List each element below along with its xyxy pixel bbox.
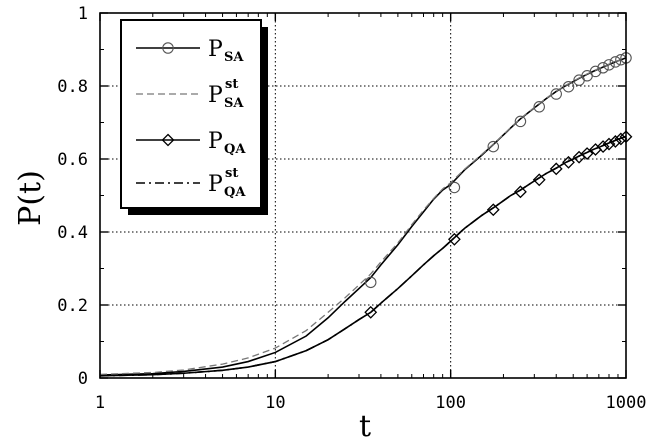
data-point-qa [562,155,575,169]
data-point-qa [602,137,616,151]
legend-label: P [208,37,223,62]
y-tick-label: 0 [78,369,88,389]
y-tick-label: 1 [78,4,88,24]
y-tick-label: 0.6 [57,150,88,170]
legend-label-sup: st [225,77,238,92]
y-tick-label: 0.8 [57,77,88,97]
legend-label-sub: QA [224,142,246,157]
data-point-qa [608,135,622,148]
grid-lines [100,13,626,378]
series-line-qa-st [99,135,627,377]
data-point-sa [514,115,527,128]
data-point-sa [603,59,615,71]
data-point-qa [549,162,563,176]
data-point-qa [514,185,527,199]
data-point-qa [447,232,461,246]
legend-label-sub: SA [224,50,244,65]
x-tick-label: 1 [95,393,105,413]
data-point-qa [580,147,594,160]
legend-label: P [208,172,223,197]
data-point-sa [550,88,562,100]
y-tick-label: 0.4 [57,223,88,243]
x-tick-label: 10 [265,393,285,413]
x-tick-label: 100 [435,393,466,413]
x-tick-label: 1000 [606,393,647,413]
axis-ticks: 1 10 100 1000 0 0.2 0.4 0.6 0.8 1 [57,4,646,413]
legend-marker [162,42,174,54]
data-point-sa [364,276,377,289]
legend-label: P [208,129,223,154]
legend-label-sup: st [225,166,238,181]
data-point-sa [487,140,500,153]
data-point-sa [609,56,622,68]
y-tick-label: 0.2 [57,296,88,316]
legend-label-sub: SA [224,96,244,111]
x-axis-title: t [359,409,371,441]
legend-box [120,19,262,209]
data-point-qa [364,305,378,319]
data-point-qa [614,132,628,146]
legend-marker [161,133,175,147]
data-point-sa [448,181,461,194]
legend-label-sub: QA [224,185,246,200]
series-markers [364,52,633,319]
data-point-qa [532,173,546,187]
data-point-sa [533,101,545,113]
data-point-sa [597,61,609,74]
data-point-sa [589,65,602,78]
data-point-sa [562,80,575,93]
legend-label: P [208,83,223,108]
y-axis-title: P(t) [13,170,48,226]
data-point-qa [486,203,500,217]
data-point-qa [596,140,610,154]
